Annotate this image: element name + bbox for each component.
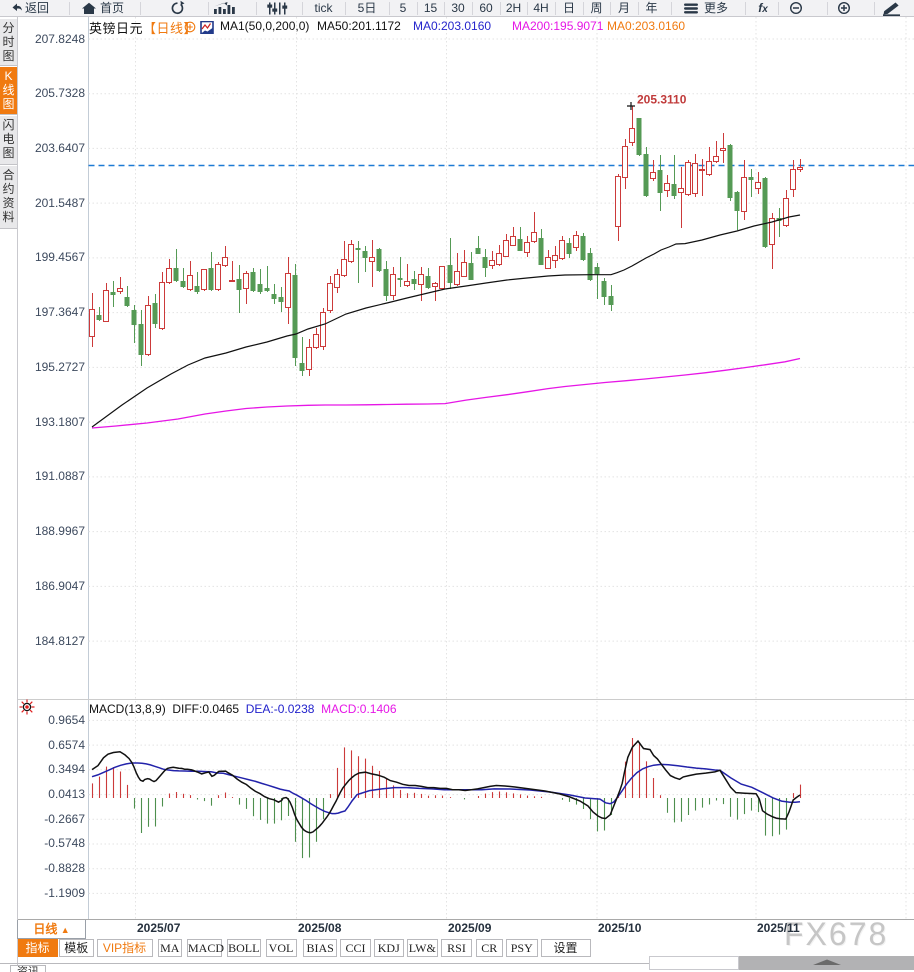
svg-text:205.3110: 205.3110: [637, 93, 687, 107]
